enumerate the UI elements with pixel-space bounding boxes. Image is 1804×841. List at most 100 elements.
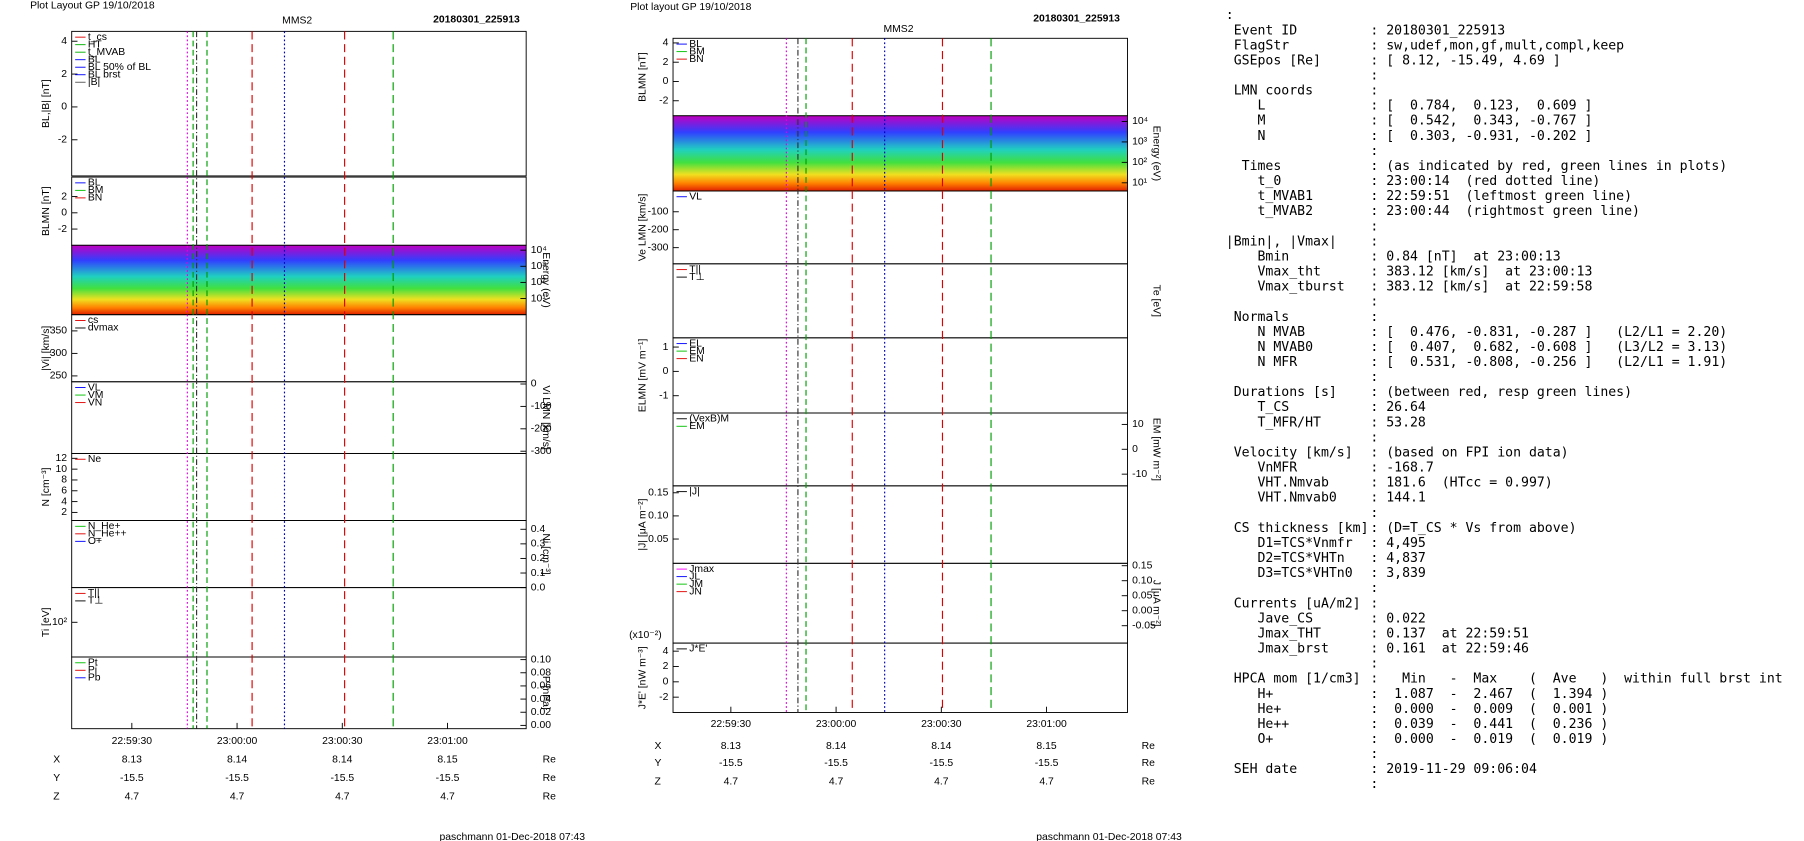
listing-value: : 53.28 [1370, 415, 1426, 430]
y-tick-label: 0.4 [531, 524, 546, 535]
listing-colon: : [1370, 68, 1378, 83]
y-axis-label: EM [mW m⁻²] [1151, 418, 1162, 481]
listing-value: : 144.1 [1370, 491, 1426, 506]
listing-value: : [1370, 84, 1378, 99]
y-tick-label: 2 [663, 661, 669, 672]
listing-value: : sw,udef,mon,gf,mult,compl,keep [1370, 38, 1624, 53]
event-id: 20180301_225913 [433, 15, 520, 26]
listing-key: Jave_CS [1226, 611, 1313, 626]
orbit-value: -15.5 [1035, 758, 1059, 769]
listing-value: : 0.022 [1370, 611, 1426, 626]
listing-value: : [ 0.407, 0.682, -0.608 ] (L3/L2 = 3.13… [1370, 340, 1727, 355]
listing-key: FlagStr [1226, 38, 1290, 53]
listing-key: H+ [1226, 687, 1274, 702]
listing-key: D3=TCS*VHTn0 [1226, 566, 1353, 581]
legend-label: |J| [689, 486, 700, 497]
listing-key: Jmax_THT [1226, 626, 1321, 641]
legend-label: t_cs [88, 32, 107, 43]
y-tick-label: 0.10 [1132, 575, 1152, 586]
legend-label: dvmax [88, 323, 119, 334]
y-axis-label: J*E' [nW m⁻³] [638, 646, 649, 709]
listing-key: M [1226, 114, 1266, 129]
listing-key: T_MFR/HT [1226, 415, 1321, 430]
y-tick-label: -300 [648, 242, 669, 253]
orbit-value: 4.7 [335, 792, 350, 803]
listing-value: : 26.64 [1370, 400, 1426, 415]
listing-key: VHT.Nmvab [1226, 476, 1329, 491]
listing-value: : 0.137 at 22:59:51 [1370, 626, 1529, 641]
y-tick-label: 0.0 [531, 582, 546, 593]
y-tick-label: 0 [663, 76, 669, 87]
x-tick-label: 23:00:00 [816, 719, 857, 730]
orbit-value: 8.15 [437, 755, 457, 766]
y-tick-label: 0.3 [531, 539, 546, 550]
listing-value: : (as indicated by red, green lines in p… [1370, 159, 1727, 174]
y-tick-label: 0.04 [531, 694, 551, 705]
y-axis-label: Ni [cm⁻³] [540, 533, 551, 574]
listing-key: SEH date [1226, 762, 1297, 777]
orbit-value: -15.5 [225, 773, 249, 784]
listing-key: N MFR [1226, 355, 1297, 370]
listing-key: Vmax_tburst [1226, 280, 1345, 295]
y-axis-label: Te [eV] [1151, 285, 1162, 317]
legend-label: BL [689, 39, 702, 50]
legend-label: JM [689, 579, 703, 590]
listing-value: : -168.7 [1370, 461, 1433, 476]
y-axis-label: Vi LMN [km/s] [540, 385, 551, 450]
orbit-label: Z [53, 792, 60, 803]
listing-key: Currents [uA/m2] [1226, 596, 1361, 611]
orbit-unit: Re [1142, 777, 1156, 788]
listing-key: T_CS [1226, 400, 1290, 415]
legend-label: t_MVAB [88, 47, 125, 58]
y-tick-label: 0.06 [531, 681, 551, 692]
y-tick-label: 0.05 [1132, 590, 1152, 601]
legend-label: Jmax [689, 564, 715, 575]
y-tick-label: 10 [1132, 419, 1144, 430]
y-tick-label: 0.15 [1132, 560, 1152, 571]
listing-value: : (based on FPI ion data) [1370, 445, 1568, 460]
legend-label: JL [689, 571, 700, 582]
y-tick-label: -100 [531, 401, 552, 412]
orbit-value: 8.14 [227, 755, 247, 766]
spectrogram [71, 245, 527, 315]
axis-note: (x10⁻²) [629, 630, 662, 641]
listing-key: Normals [1226, 310, 1289, 325]
footer: paschmann 01-Dec-2018 07:43 [1036, 832, 1182, 841]
listing-key: He++ [1226, 717, 1290, 732]
legend-label: (VexB)M [689, 414, 729, 425]
y-tick-label: 0.10 [648, 511, 668, 522]
legend-label: EL [689, 338, 702, 349]
orbit-value: 8.14 [931, 741, 951, 752]
listing-colon: : [1370, 581, 1378, 596]
listing-value: : 1.087 - 2.467 ( 1.394 ) [1370, 687, 1608, 702]
x-tick-label: 22:59:30 [112, 736, 153, 747]
y-tick-label: 0 [61, 102, 67, 113]
listing-key: |Bmin|, |Vmax| [1226, 234, 1337, 249]
listing-key: Durations [s] [1226, 385, 1337, 400]
orbit-value: 4.7 [440, 792, 455, 803]
orbit-value: 4.7 [934, 777, 949, 788]
listing-value: : 22:59:51 (leftmost green line) [1370, 189, 1632, 204]
listing-key: Velocity [km/s] [1226, 445, 1353, 460]
listing-value: : 0.84 [nT] at 23:00:13 [1370, 249, 1560, 264]
y-tick-label: 4 [663, 646, 669, 657]
legend-label: EN [689, 353, 703, 364]
orbit-value: 8.14 [332, 755, 352, 766]
listing-key: Event ID [1226, 23, 1297, 38]
orbit-value: -15.5 [120, 773, 144, 784]
listing-key: Jmax_brst [1226, 642, 1329, 657]
y-tick-label: 2 [663, 57, 669, 68]
y-axis-label: |Vi| [km/s] [41, 326, 52, 371]
listing-value: : 3,839 [1370, 566, 1426, 581]
orbit-value: 8.13 [122, 755, 142, 766]
orbit-value: -15.5 [436, 773, 460, 784]
legend-label: T⊥ [689, 272, 704, 283]
legend-label: VN [88, 397, 102, 408]
listing-value: : [1370, 234, 1378, 249]
listing-key: O+ [1226, 732, 1274, 747]
legend-label: |B| [88, 77, 100, 88]
x-tick-label: 23:01:00 [427, 736, 468, 747]
listing-value: : 4,495 [1370, 536, 1426, 551]
legend-label: BN [88, 193, 102, 204]
legend-label: JN [689, 586, 702, 597]
